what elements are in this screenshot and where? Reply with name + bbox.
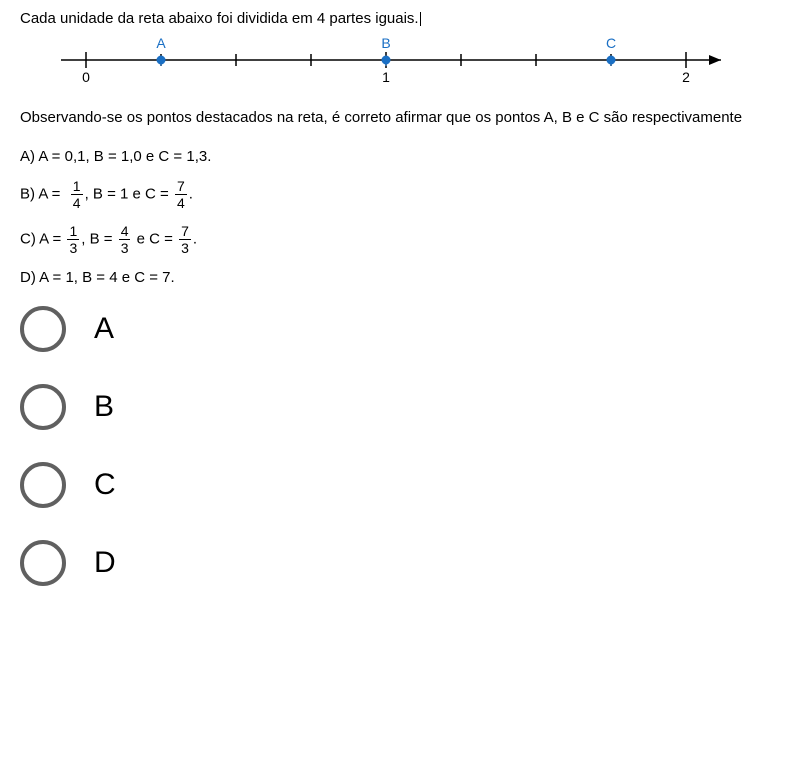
intro-text-content: Cada unidade da reta abaixo foi dividida… [20, 10, 419, 27]
answer-label-d: D [94, 546, 116, 580]
option-c-frac3: 73 [179, 224, 191, 255]
option-b-suffix: . [189, 186, 193, 203]
frac-num: 7 [175, 179, 187, 194]
radio-a[interactable] [20, 306, 66, 352]
option-c-frac2: 43 [119, 224, 131, 255]
number-line-container: 0 1 2 A B C [20, 35, 771, 90]
answer-row-b: B [20, 384, 771, 430]
answer-row-c: C [20, 462, 771, 508]
frac-den: 3 [179, 239, 191, 255]
option-d-text: D) A = 1, B = 4 e C = 7. [20, 269, 771, 286]
frac-den: 4 [71, 194, 83, 210]
option-b-frac2: 74 [175, 179, 187, 210]
option-c-suffix: . [193, 231, 197, 248]
option-a-content: A) A = 0,1, B = 1,0 e C = 1,3. [20, 148, 211, 165]
svg-text:B: B [381, 35, 390, 51]
option-c-frac1: 13 [67, 224, 79, 255]
intro-text: Cada unidade da reta abaixo foi dividida… [20, 10, 771, 27]
svg-text:1: 1 [382, 69, 390, 85]
option-c-prefix: C) A = [20, 231, 65, 248]
option-c-mid2: e C = [132, 231, 177, 248]
option-c-text: C) A = 13, B = 43 e C = 73. [20, 224, 771, 255]
svg-text:A: A [156, 35, 166, 51]
answer-row-a: A [20, 306, 771, 352]
answer-label-b: B [94, 390, 114, 424]
frac-num: 4 [119, 224, 131, 239]
frac-num: 1 [67, 224, 79, 239]
frac-den: 3 [67, 239, 79, 255]
frac-num: 7 [179, 224, 191, 239]
number-line-svg: 0 1 2 A B C [56, 35, 736, 90]
option-d-content: D) A = 1, B = 4 e C = 7. [20, 269, 175, 286]
answer-row-d: D [20, 540, 771, 586]
svg-text:2: 2 [682, 69, 690, 85]
question-text: Observando-se os pontos destacados na re… [20, 108, 771, 128]
option-a-text: A) A = 0,1, B = 1,0 e C = 1,3. [20, 148, 771, 165]
svg-text:0: 0 [82, 69, 90, 85]
option-b-frac1: 14 [71, 179, 83, 210]
option-b-text: B) A = 14, B = 1 e C = 74. [20, 179, 771, 210]
frac-num: 1 [71, 179, 83, 194]
answer-label-c: C [94, 468, 116, 502]
svg-text:C: C [605, 35, 615, 51]
option-c-mid1: , B = [81, 231, 116, 248]
radio-d[interactable] [20, 540, 66, 586]
option-b-mid: , B = 1 e C = [85, 186, 173, 203]
option-b-prefix: B) A = [20, 186, 65, 203]
radio-c[interactable] [20, 462, 66, 508]
text-cursor [420, 12, 421, 26]
radio-b[interactable] [20, 384, 66, 430]
answer-list: A B C D [20, 306, 771, 586]
frac-den: 4 [175, 194, 187, 210]
frac-den: 3 [119, 239, 131, 255]
answer-label-a: A [94, 312, 114, 346]
